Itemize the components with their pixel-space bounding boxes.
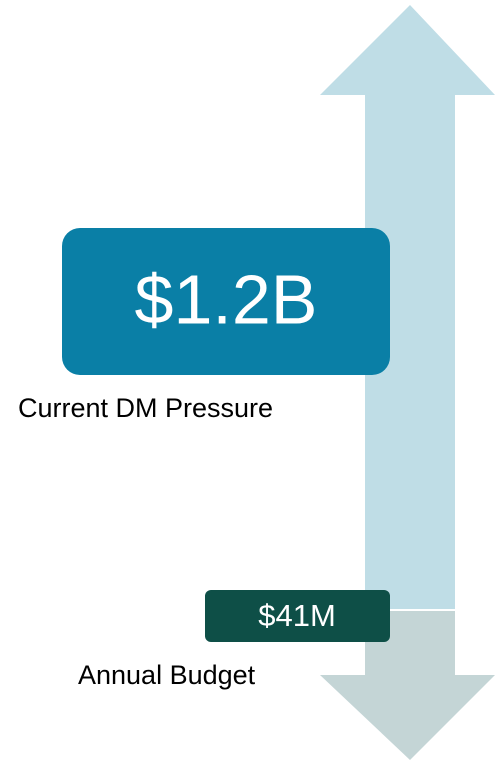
pressure-value: $1.2B <box>135 260 318 338</box>
budget-box <box>205 590 390 642</box>
pressure-box <box>62 228 390 375</box>
budget-value: $41M <box>258 598 336 633</box>
up-arrow <box>320 5 495 610</box>
pressure-label: Current DM Pressure <box>18 393 273 423</box>
budget-label: Annual Budget <box>78 660 256 690</box>
down-arrow <box>320 610 495 760</box>
